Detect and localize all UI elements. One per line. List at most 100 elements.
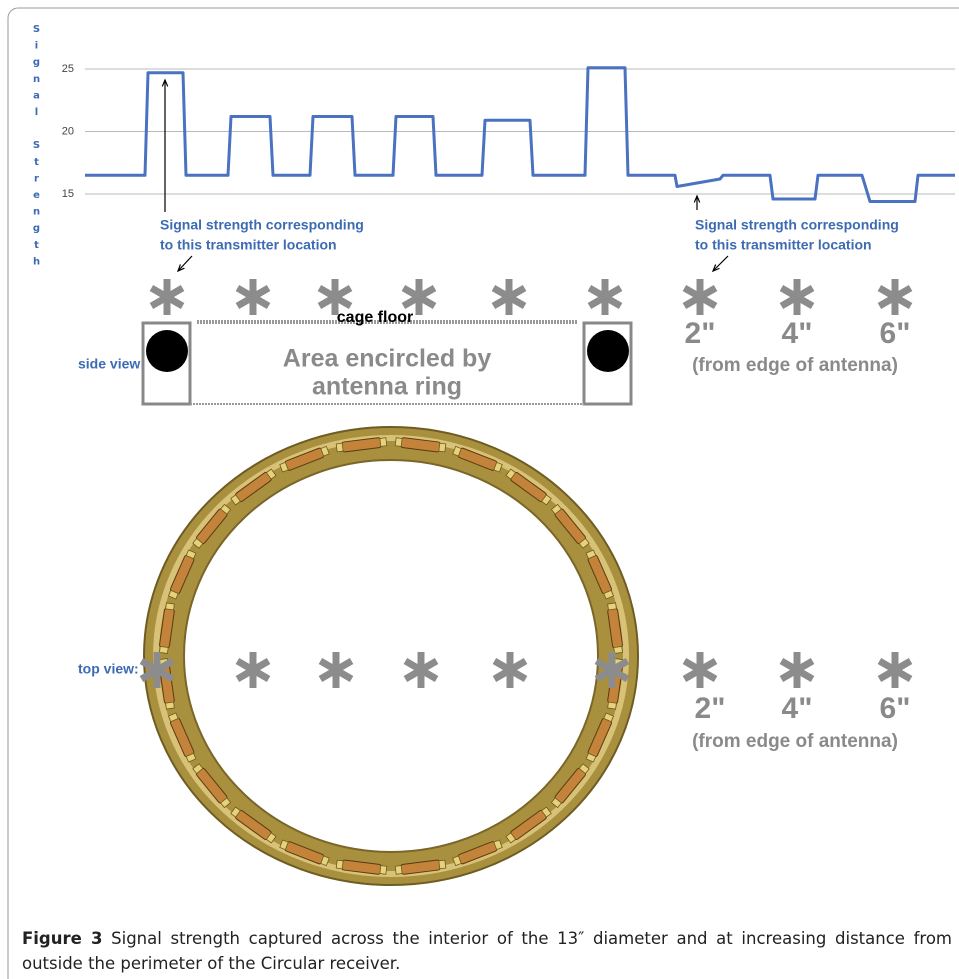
coil-cap <box>452 445 462 457</box>
coil <box>452 839 503 867</box>
asterisk-arm <box>235 284 271 310</box>
coil-cap <box>603 712 615 723</box>
y-tick-label: 15 <box>62 188 74 200</box>
asterisk-arm <box>682 284 718 310</box>
caption-text: Signal strength captured across the inte… <box>22 929 952 973</box>
coil-cap <box>550 797 562 809</box>
coil <box>505 468 552 506</box>
asterisk-arm <box>877 657 913 683</box>
asterisk <box>877 652 913 688</box>
asterisk-arm <box>587 284 623 310</box>
frame <box>7 7 959 979</box>
coil <box>167 549 197 600</box>
asterisk-arm <box>149 284 185 310</box>
coil <box>550 763 590 809</box>
coil-cap <box>452 855 462 867</box>
area-label: Area encircled by <box>283 345 492 373</box>
signal-chart: 15 20 25 Signal strength corresponding to th… <box>62 63 955 273</box>
coil-cap <box>185 752 197 763</box>
distance-note: (from edge of antenna) <box>692 731 898 752</box>
coil <box>230 806 277 844</box>
coil-cap <box>550 503 562 515</box>
y-tick-label: 20 <box>62 125 74 137</box>
coil-cap <box>220 503 232 515</box>
coil-cap <box>335 859 344 870</box>
distance-label: 2" <box>695 692 726 725</box>
coil-cap <box>505 832 517 844</box>
y-tick-label: 25 <box>62 63 74 75</box>
coil <box>230 468 277 506</box>
coil <box>335 859 388 875</box>
coil-cap <box>230 494 241 506</box>
distance-label: 4" <box>782 692 813 725</box>
coil <box>167 712 197 763</box>
coil-cap <box>379 865 388 875</box>
asterisk <box>779 279 815 315</box>
asterisk-arm <box>235 657 271 683</box>
coil <box>279 445 330 473</box>
coil-cap <box>320 855 330 867</box>
coil-cap <box>505 468 517 480</box>
antenna-cross-section <box>587 330 629 372</box>
asterisk <box>779 652 815 688</box>
coil-cap <box>578 537 590 549</box>
asterisk-arm <box>318 657 354 683</box>
arrow-head <box>176 264 185 273</box>
coil-cap <box>167 589 179 600</box>
coil <box>192 503 232 549</box>
distance-label: 4" <box>782 317 813 350</box>
coil-cap <box>613 646 623 654</box>
asterisk <box>149 279 185 315</box>
coil <box>585 712 615 763</box>
coil-cap <box>541 494 552 506</box>
coil-cap <box>159 646 169 654</box>
arrow-head <box>711 264 720 273</box>
asterisk-arm <box>492 657 528 683</box>
arrow <box>177 255 193 272</box>
coil-cap <box>394 437 403 447</box>
top-view: top view: 2" 4" 6" (from edge of antenna… <box>78 426 913 886</box>
coil-cap <box>394 865 403 875</box>
asterisk-arm <box>682 657 718 683</box>
signal-line <box>85 66 955 203</box>
coil-cap <box>379 437 388 447</box>
top-view-label: top view: <box>78 661 139 677</box>
antenna-box <box>141 321 192 406</box>
coil-cap <box>165 602 175 611</box>
side-view-label: side view: <box>78 356 145 372</box>
coil-cap <box>192 537 204 549</box>
asterisk-arm <box>491 284 527 310</box>
asterisk <box>682 279 718 315</box>
antenna-cross-section <box>146 330 188 372</box>
distance-label: 6" <box>880 692 911 725</box>
coil-cap <box>165 701 175 710</box>
ring-interior <box>183 459 599 853</box>
coil <box>192 763 232 809</box>
asterisk-arm <box>317 284 353 310</box>
asterisk <box>877 279 913 315</box>
coil-cap <box>493 839 503 851</box>
annotation: Signal strength corresponding <box>695 217 899 233</box>
coil <box>159 602 175 654</box>
coil-cap <box>230 806 241 818</box>
coil-cap <box>585 752 597 763</box>
asterisk-arm <box>779 284 815 310</box>
coil <box>505 806 552 844</box>
coil <box>335 437 388 453</box>
coil-cap <box>335 442 344 453</box>
asterisk-arm <box>877 284 913 310</box>
coil-cap <box>167 712 179 723</box>
coil <box>279 839 330 867</box>
coil-cap <box>192 763 204 775</box>
coil <box>550 503 590 549</box>
coil <box>585 549 615 600</box>
asterisk-arm <box>594 657 630 683</box>
asterisk <box>318 652 354 688</box>
asterisk <box>401 279 437 315</box>
coil-cap <box>541 806 552 818</box>
distance-note: (from edge of antenna) <box>692 355 898 376</box>
coil-cap <box>607 602 617 611</box>
asterisk <box>682 652 718 688</box>
coil-cap <box>493 461 503 473</box>
